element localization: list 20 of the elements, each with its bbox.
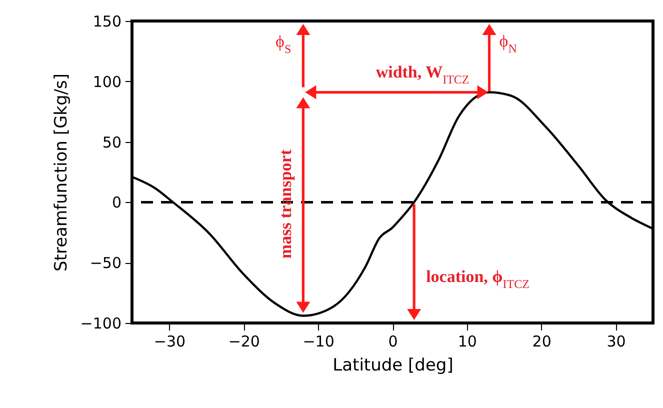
annotation: width, W$_{ITCZ}$ [376, 62, 470, 86]
annotation: ϕ$_{N}$ [499, 32, 518, 56]
y-tick-label: 50 [102, 133, 122, 152]
annotation: location, ϕ$_{ITCZ}$ [426, 266, 530, 291]
y-axis-title: Streamfunction [Gkg/s] [51, 73, 72, 272]
y-tick-label: 0 [112, 194, 122, 212]
y-tick-label: −100 [80, 314, 122, 332]
x-tick-label: −10 [302, 332, 334, 350]
x-axis-title: Latitude [deg] [332, 356, 454, 376]
x-tick-label: −30 [154, 332, 186, 350]
x-tick-label: 0 [388, 332, 398, 350]
y-tick-label: −50 [90, 254, 122, 272]
x-tick-label: 20 [532, 332, 552, 350]
x-tick-label: 30 [606, 332, 626, 350]
y-tick-label: 150 [92, 12, 122, 30]
annotation: mass transport [276, 149, 296, 259]
x-tick-label: −20 [228, 332, 260, 350]
y-tick-label: 100 [92, 72, 122, 91]
annotation: ϕ$_{S}$ [276, 32, 292, 56]
x-tick-label: 10 [458, 332, 477, 350]
